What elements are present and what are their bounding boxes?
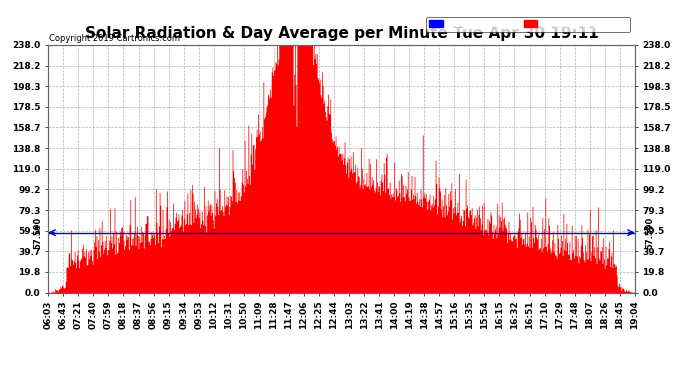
Title: Solar Radiation & Day Average per Minute Tue Apr 30 19:11: Solar Radiation & Day Average per Minute… (85, 26, 598, 41)
Text: Copyright 2019 Cartronics.com: Copyright 2019 Cartronics.com (49, 33, 180, 42)
Text: 57.590: 57.590 (34, 216, 43, 249)
Text: 57.590: 57.590 (645, 216, 654, 249)
Legend: Median (w/m2), Radiation (w/m2): Median (w/m2), Radiation (w/m2) (426, 17, 630, 32)
